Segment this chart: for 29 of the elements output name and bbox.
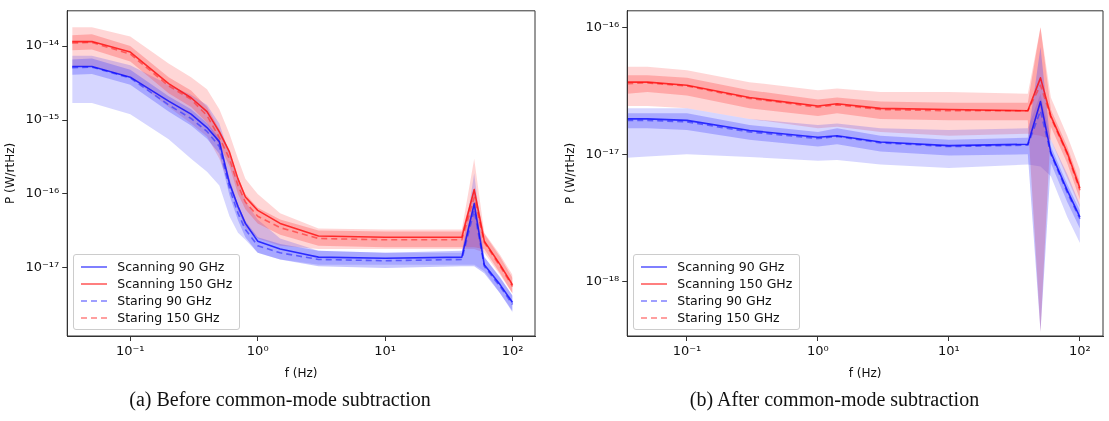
legend-label: Scanning 90 GHz <box>677 259 785 274</box>
y-tick-label: 10⁻¹⁴ <box>25 37 60 53</box>
y-tick-label: 10⁻¹⁷ <box>25 259 60 275</box>
y-tick-label: 10⁻¹⁷ <box>585 145 620 161</box>
x-axis-title: f (Hz) <box>848 365 882 380</box>
y-tick-label: 10⁻¹⁶ <box>585 18 620 34</box>
x-tick-label: 10² <box>1069 343 1091 359</box>
legend-label: Scanning 150 GHz <box>117 276 233 291</box>
y-tick-label: 10⁻¹⁸ <box>585 272 620 288</box>
legend-label: Staring 150 GHz <box>677 310 780 325</box>
legend-label: Staring 150 GHz <box>117 310 220 325</box>
x-tick-label: 10⁻¹ <box>672 343 702 359</box>
x-tick-label: 10¹ <box>938 343 960 359</box>
x-tick-label: 10⁰ <box>246 343 269 359</box>
text: (a) Before common-mode subtraction <box>128 388 432 411</box>
y-axis-title: P (W/rtHz) <box>3 142 18 205</box>
legend-label: Scanning 90 GHz <box>117 259 225 274</box>
y-tick-label: 10⁻¹⁶ <box>25 185 60 201</box>
legend-label: Scanning 150 GHz <box>677 276 793 291</box>
y-tick-label: 10⁻¹⁵ <box>25 111 60 127</box>
text: (b) After common-mode subtraction <box>688 388 981 411</box>
x-tick-label: 10¹ <box>374 343 397 359</box>
legend-label: Staring 90 GHz <box>677 293 772 308</box>
y-axis-title: P (W/rtHz) <box>563 142 578 205</box>
x-axis-title: f (Hz) <box>284 365 318 380</box>
x-tick-label: 10⁰ <box>807 343 829 359</box>
x-tick-label: 10² <box>501 343 524 359</box>
legend-label: Staring 90 GHz <box>117 293 212 308</box>
x-tick-label: 10⁻¹ <box>115 343 145 359</box>
